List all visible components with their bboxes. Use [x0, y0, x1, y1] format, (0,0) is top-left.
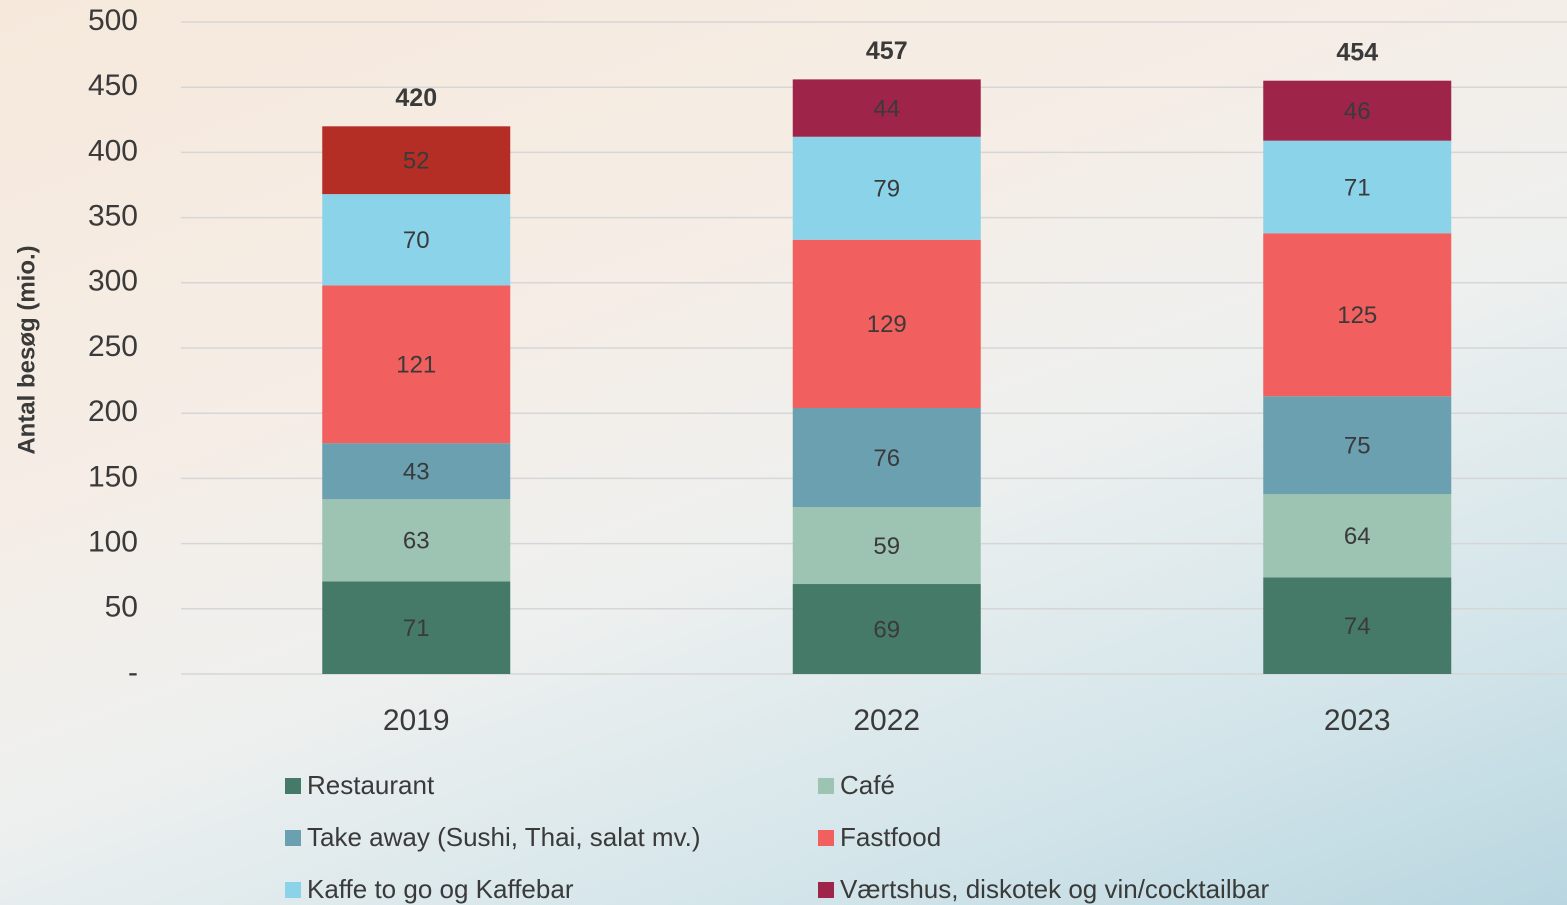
y-tick-label: 450 [88, 69, 138, 102]
data-label: 59 [873, 533, 900, 560]
data-label: 76 [873, 445, 900, 472]
bar-segment [322, 194, 511, 286]
bar-segment [792, 136, 981, 240]
bar-segment [792, 79, 981, 137]
bar-segment [1263, 80, 1452, 141]
y-tick-label: 300 [88, 265, 138, 298]
x-tick-label: 2019 [383, 704, 450, 737]
data-label: 64 [1344, 523, 1371, 550]
data-label: 43 [403, 459, 430, 486]
data-label: 121 [396, 352, 436, 379]
legend-label: Fastfood [840, 822, 941, 852]
y-tick-label: 400 [88, 134, 138, 167]
total-label: 457 [866, 37, 908, 65]
bar-segment [792, 407, 981, 508]
bar-segment [1263, 233, 1452, 397]
data-label: 52 [403, 148, 430, 175]
y-tick-label: 150 [88, 460, 138, 493]
legend-swatch [285, 830, 301, 846]
legend-swatch [818, 778, 834, 794]
bar-segment [792, 507, 981, 585]
y-axis-label: Antal besøg (mio.) [13, 245, 40, 454]
x-tick-label: 2022 [853, 704, 920, 737]
legend-label: Café [840, 770, 895, 800]
bar-segment [322, 126, 511, 195]
legend-label: Restaurant [307, 770, 435, 800]
bar-segment [322, 581, 511, 674]
bar-segment [792, 239, 981, 408]
legend-label: Take away (Sushi, Thai, salat mv.) [307, 822, 701, 852]
legend-label: Kaffe to go og Kaffebar [307, 874, 574, 904]
data-label: 46 [1344, 98, 1371, 125]
bar-segment [1263, 140, 1452, 234]
y-tick-label: 200 [88, 395, 138, 428]
data-label: 79 [873, 176, 900, 203]
y-tick-label: - [128, 656, 138, 689]
legend-label: Værtshus, diskotek og vin/cocktailbar [840, 874, 1270, 904]
legend-swatch [285, 882, 301, 898]
legend-swatch [818, 882, 834, 898]
data-label: 69 [873, 616, 900, 643]
x-tick-label: 2023 [1324, 704, 1391, 737]
y-tick-label: 350 [88, 200, 138, 233]
data-label: 75 [1344, 432, 1371, 459]
y-tick-label: 500 [88, 4, 138, 37]
legend-swatch [818, 830, 834, 846]
bar-segment [1263, 577, 1452, 674]
bar-segment [792, 584, 981, 674]
y-tick-label: 250 [88, 330, 138, 363]
bar-segment [322, 499, 511, 582]
y-tick-label: 100 [88, 526, 138, 559]
data-label: 70 [403, 227, 430, 254]
data-label: 125 [1337, 302, 1377, 329]
data-label: 63 [403, 528, 430, 555]
data-label: 74 [1344, 613, 1371, 640]
legend-swatch [285, 778, 301, 794]
bar-segment [322, 285, 511, 444]
bar-segment [322, 443, 511, 500]
data-label: 71 [403, 615, 430, 642]
total-label: 454 [1336, 38, 1378, 66]
data-label: 129 [867, 311, 907, 338]
data-label: 71 [1344, 174, 1371, 201]
bar-segment [1263, 396, 1452, 495]
data-label: 44 [873, 95, 900, 122]
y-tick-label: 50 [105, 591, 138, 624]
bar-segment [1263, 494, 1452, 578]
total-label: 420 [395, 84, 437, 112]
